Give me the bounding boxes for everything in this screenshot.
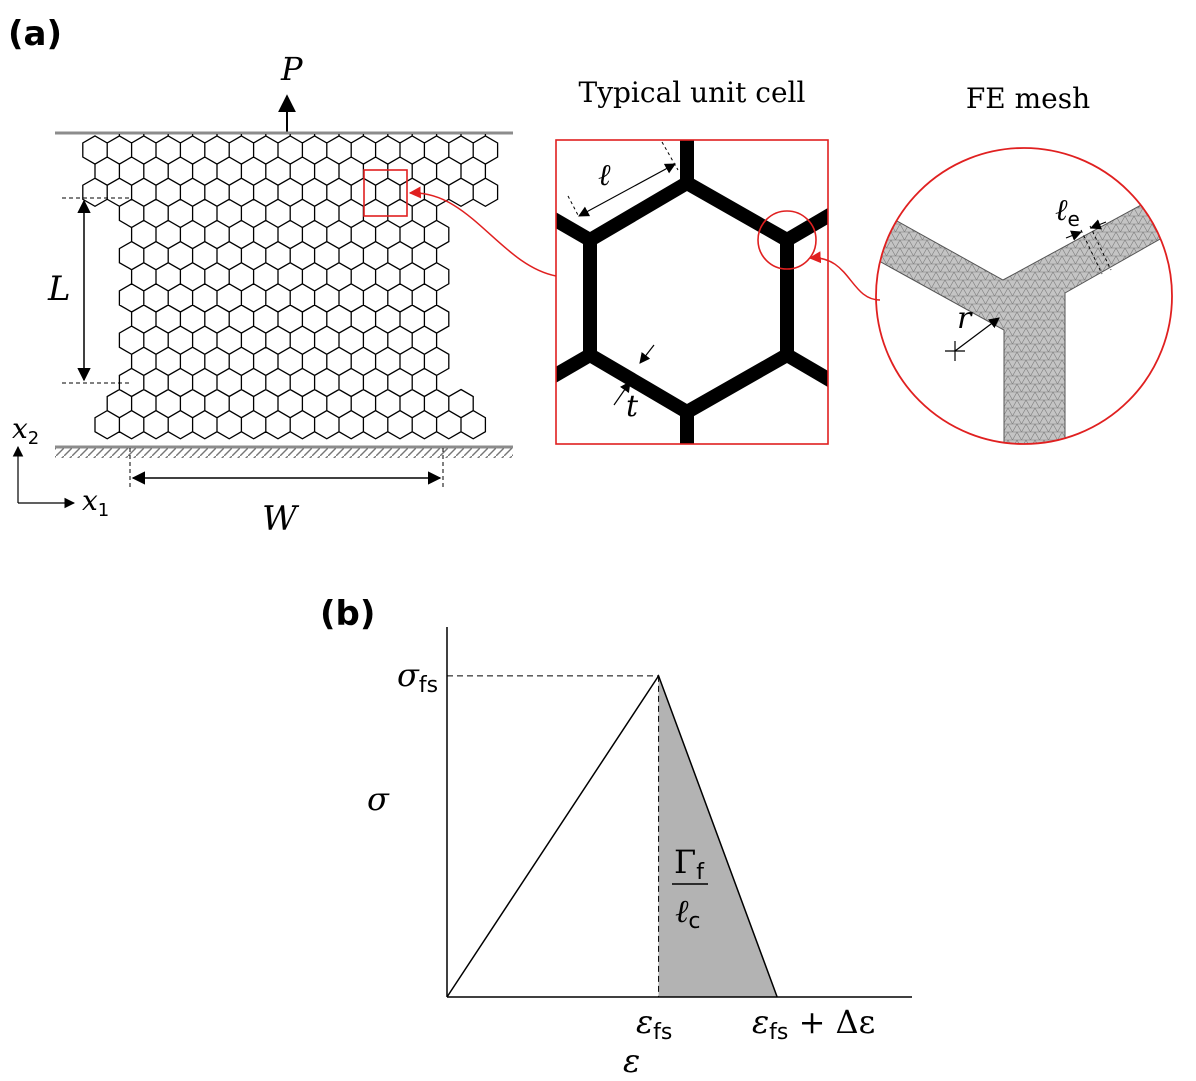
cell-length-extension-b [661, 141, 679, 171]
cell-thickness-label: t [626, 389, 639, 424]
mesh-geometry [876, 185, 1172, 444]
cell-length-label: ℓ [598, 158, 611, 193]
honeycomb-specimen [82, 134, 499, 440]
x2-axis-label: x2 [12, 412, 39, 449]
mesh-frame [875, 147, 1173, 445]
peak-strain-tick: εfs [636, 1003, 672, 1045]
cell-length-arrow [578, 163, 676, 217]
cell-thickness-arrow-a [639, 344, 655, 364]
y-axis-label: σ [367, 780, 390, 818]
zoom-leader-2 [808, 251, 881, 301]
fixed-support-hatch [55, 448, 513, 458]
mesh-element-arrow-a [1065, 230, 1083, 241]
peak-stress-tick: σfs [397, 656, 438, 698]
mesh-title: FE mesh [966, 82, 1090, 115]
mesh-radius-center [945, 341, 965, 361]
cell-length-extension-a [567, 195, 580, 218]
panel-b-label: (b) [320, 594, 375, 634]
joint-zoom-circle [757, 210, 817, 270]
unit-cell-title: Typical unit cell [579, 76, 806, 109]
honeycomb-cells [82, 134, 499, 440]
stress-strain-curve [446, 674, 778, 998]
load-label: P [280, 50, 303, 88]
mesh-element-arrow-b [1089, 219, 1107, 230]
unit-cell-geometry [556, 140, 828, 444]
length-label: L [47, 269, 71, 309]
unit-cell-frame [555, 139, 829, 445]
panel-a-label: (a) [8, 14, 62, 54]
mesh-element-dash-a [1080, 229, 1103, 275]
mesh-radius-arrow [954, 317, 1000, 352]
mesh-radius-label: r [957, 301, 973, 336]
cell-thickness-arrow-b [613, 381, 631, 406]
mesh-element-label: ℓe [1055, 193, 1080, 231]
mesh-element-dash-b [1089, 225, 1112, 271]
area-numerator: Γf [674, 843, 705, 885]
area-denominator: ℓc [675, 892, 700, 934]
x-axis-label: ε [623, 1042, 640, 1080]
selected-cell-box [363, 169, 408, 217]
zoom-leader-1 [408, 186, 557, 277]
width-label: W [262, 499, 300, 539]
x1-axis-label: x1 [82, 484, 109, 521]
final-strain-tick: εfs + Δε [752, 1003, 875, 1045]
